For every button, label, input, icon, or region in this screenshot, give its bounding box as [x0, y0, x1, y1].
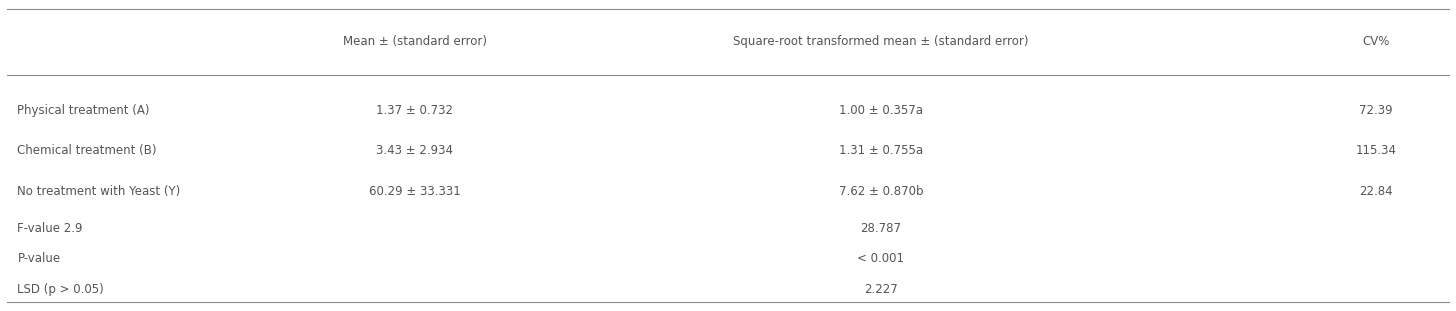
Text: 60.29 ± 33.331: 60.29 ± 33.331 [368, 185, 462, 198]
Text: Chemical treatment (B): Chemical treatment (B) [17, 144, 157, 157]
Text: 115.34: 115.34 [1356, 144, 1396, 157]
Text: 3.43 ± 2.934: 3.43 ± 2.934 [377, 144, 453, 157]
Text: P-value: P-value [17, 252, 61, 265]
Text: 1.37 ± 0.732: 1.37 ± 0.732 [377, 104, 453, 117]
Text: 1.00 ± 0.357a: 1.00 ± 0.357a [839, 104, 923, 117]
Text: No treatment with Yeast (Y): No treatment with Yeast (Y) [17, 185, 181, 198]
Text: Mean ± (standard error): Mean ± (standard error) [344, 35, 486, 49]
Text: Physical treatment (A): Physical treatment (A) [17, 104, 150, 117]
Text: CV%: CV% [1363, 35, 1389, 49]
Text: 1.31 ± 0.755a: 1.31 ± 0.755a [839, 144, 923, 157]
Text: F-value 2.9: F-value 2.9 [17, 222, 83, 235]
Text: LSD (p > 0.05): LSD (p > 0.05) [17, 283, 105, 296]
Text: Square-root transformed mean ± (standard error): Square-root transformed mean ± (standard… [734, 35, 1028, 49]
Text: 7.62 ± 0.870b: 7.62 ± 0.870b [839, 185, 923, 198]
Text: 2.227: 2.227 [863, 283, 898, 296]
Text: 72.39: 72.39 [1358, 104, 1393, 117]
Text: 22.84: 22.84 [1358, 185, 1393, 198]
Text: 28.787: 28.787 [860, 222, 901, 235]
Text: < 0.001: < 0.001 [858, 252, 904, 265]
